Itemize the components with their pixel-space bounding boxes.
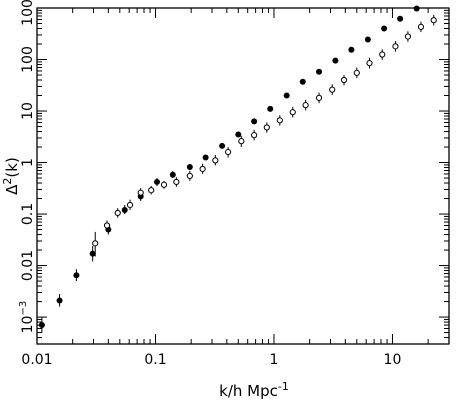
y-axis-label-symbol: Δ <box>3 184 21 195</box>
filled-point <box>381 25 388 32</box>
open-point <box>392 43 399 50</box>
y-axis-label-arg: (k) <box>3 157 21 177</box>
open-point <box>103 222 111 229</box>
open-point <box>238 138 245 145</box>
y-tick-label: 0.1 <box>20 203 36 225</box>
open-point <box>251 132 258 139</box>
y-tick-label-base: 10 <box>20 316 36 334</box>
filled-point <box>56 297 63 304</box>
y-tick-label: 0.01 <box>20 250 36 281</box>
open-point <box>329 86 336 93</box>
filled-point <box>267 105 274 112</box>
y-tick-label-exponent: −3 <box>18 301 29 316</box>
filled-point <box>364 36 371 43</box>
open-point <box>212 157 219 164</box>
x-axis-label-exponent: -1 <box>278 380 289 393</box>
y-tick-label: 1 <box>20 158 36 167</box>
plot-frame <box>36 7 450 345</box>
open-point <box>366 60 373 67</box>
filled-point <box>202 154 209 161</box>
filled-point <box>154 178 161 185</box>
open-point <box>417 23 425 30</box>
y-axis-label: Δ2(k) <box>1 157 21 195</box>
y-tick-label: 10 <box>20 102 36 120</box>
x-tick-label: 0.01 <box>21 352 52 368</box>
open-point <box>276 117 283 124</box>
y-tick-label: 100 <box>20 46 36 73</box>
open-point <box>315 94 323 101</box>
open-point <box>302 102 309 109</box>
open-point <box>92 240 99 247</box>
open-point <box>137 189 144 196</box>
open-point <box>379 51 386 58</box>
filled-point <box>413 5 420 12</box>
y-tick-label: 10−3 <box>18 301 36 334</box>
x-tick-label: 0.1 <box>144 352 166 368</box>
x-axis-label-text: k/h Mpc <box>219 382 278 400</box>
open-point <box>404 33 412 40</box>
filled-point <box>397 15 404 22</box>
open-point <box>340 76 348 84</box>
open-point <box>186 172 193 180</box>
open-point <box>224 148 232 156</box>
y-axis-label-exponent: 2 <box>1 178 14 185</box>
x-tick-label: 1 <box>270 352 279 368</box>
data-points <box>38 5 437 333</box>
x-tick-labels: 0.01 0.1 1 10 <box>21 352 401 368</box>
filled-point <box>186 163 193 170</box>
filled-point <box>283 92 290 99</box>
open-point <box>148 187 155 194</box>
open-point <box>114 209 121 217</box>
open-point <box>430 17 437 24</box>
y-tick-label: 1000 <box>20 0 36 26</box>
open-point <box>199 165 206 173</box>
filled-point <box>299 78 306 85</box>
filled-point <box>332 57 339 64</box>
axis-ticks <box>36 7 450 345</box>
open-point <box>160 181 168 188</box>
x-axis-label: k/h Mpc-1 <box>219 380 289 400</box>
filled-point <box>169 171 176 178</box>
filled-point <box>38 322 45 329</box>
filled-point <box>89 250 96 257</box>
filled-point <box>316 68 323 75</box>
filled-point <box>235 131 242 138</box>
filled-point <box>219 142 226 149</box>
open-point <box>126 201 134 209</box>
open-point <box>173 178 180 186</box>
open-point <box>263 124 270 131</box>
filled-point <box>73 272 80 279</box>
open-point <box>353 69 360 76</box>
filled-point <box>251 118 258 125</box>
filled-point <box>348 46 355 53</box>
open-point <box>289 109 296 116</box>
filled-point <box>121 206 128 213</box>
x-tick-label: 10 <box>384 352 402 368</box>
